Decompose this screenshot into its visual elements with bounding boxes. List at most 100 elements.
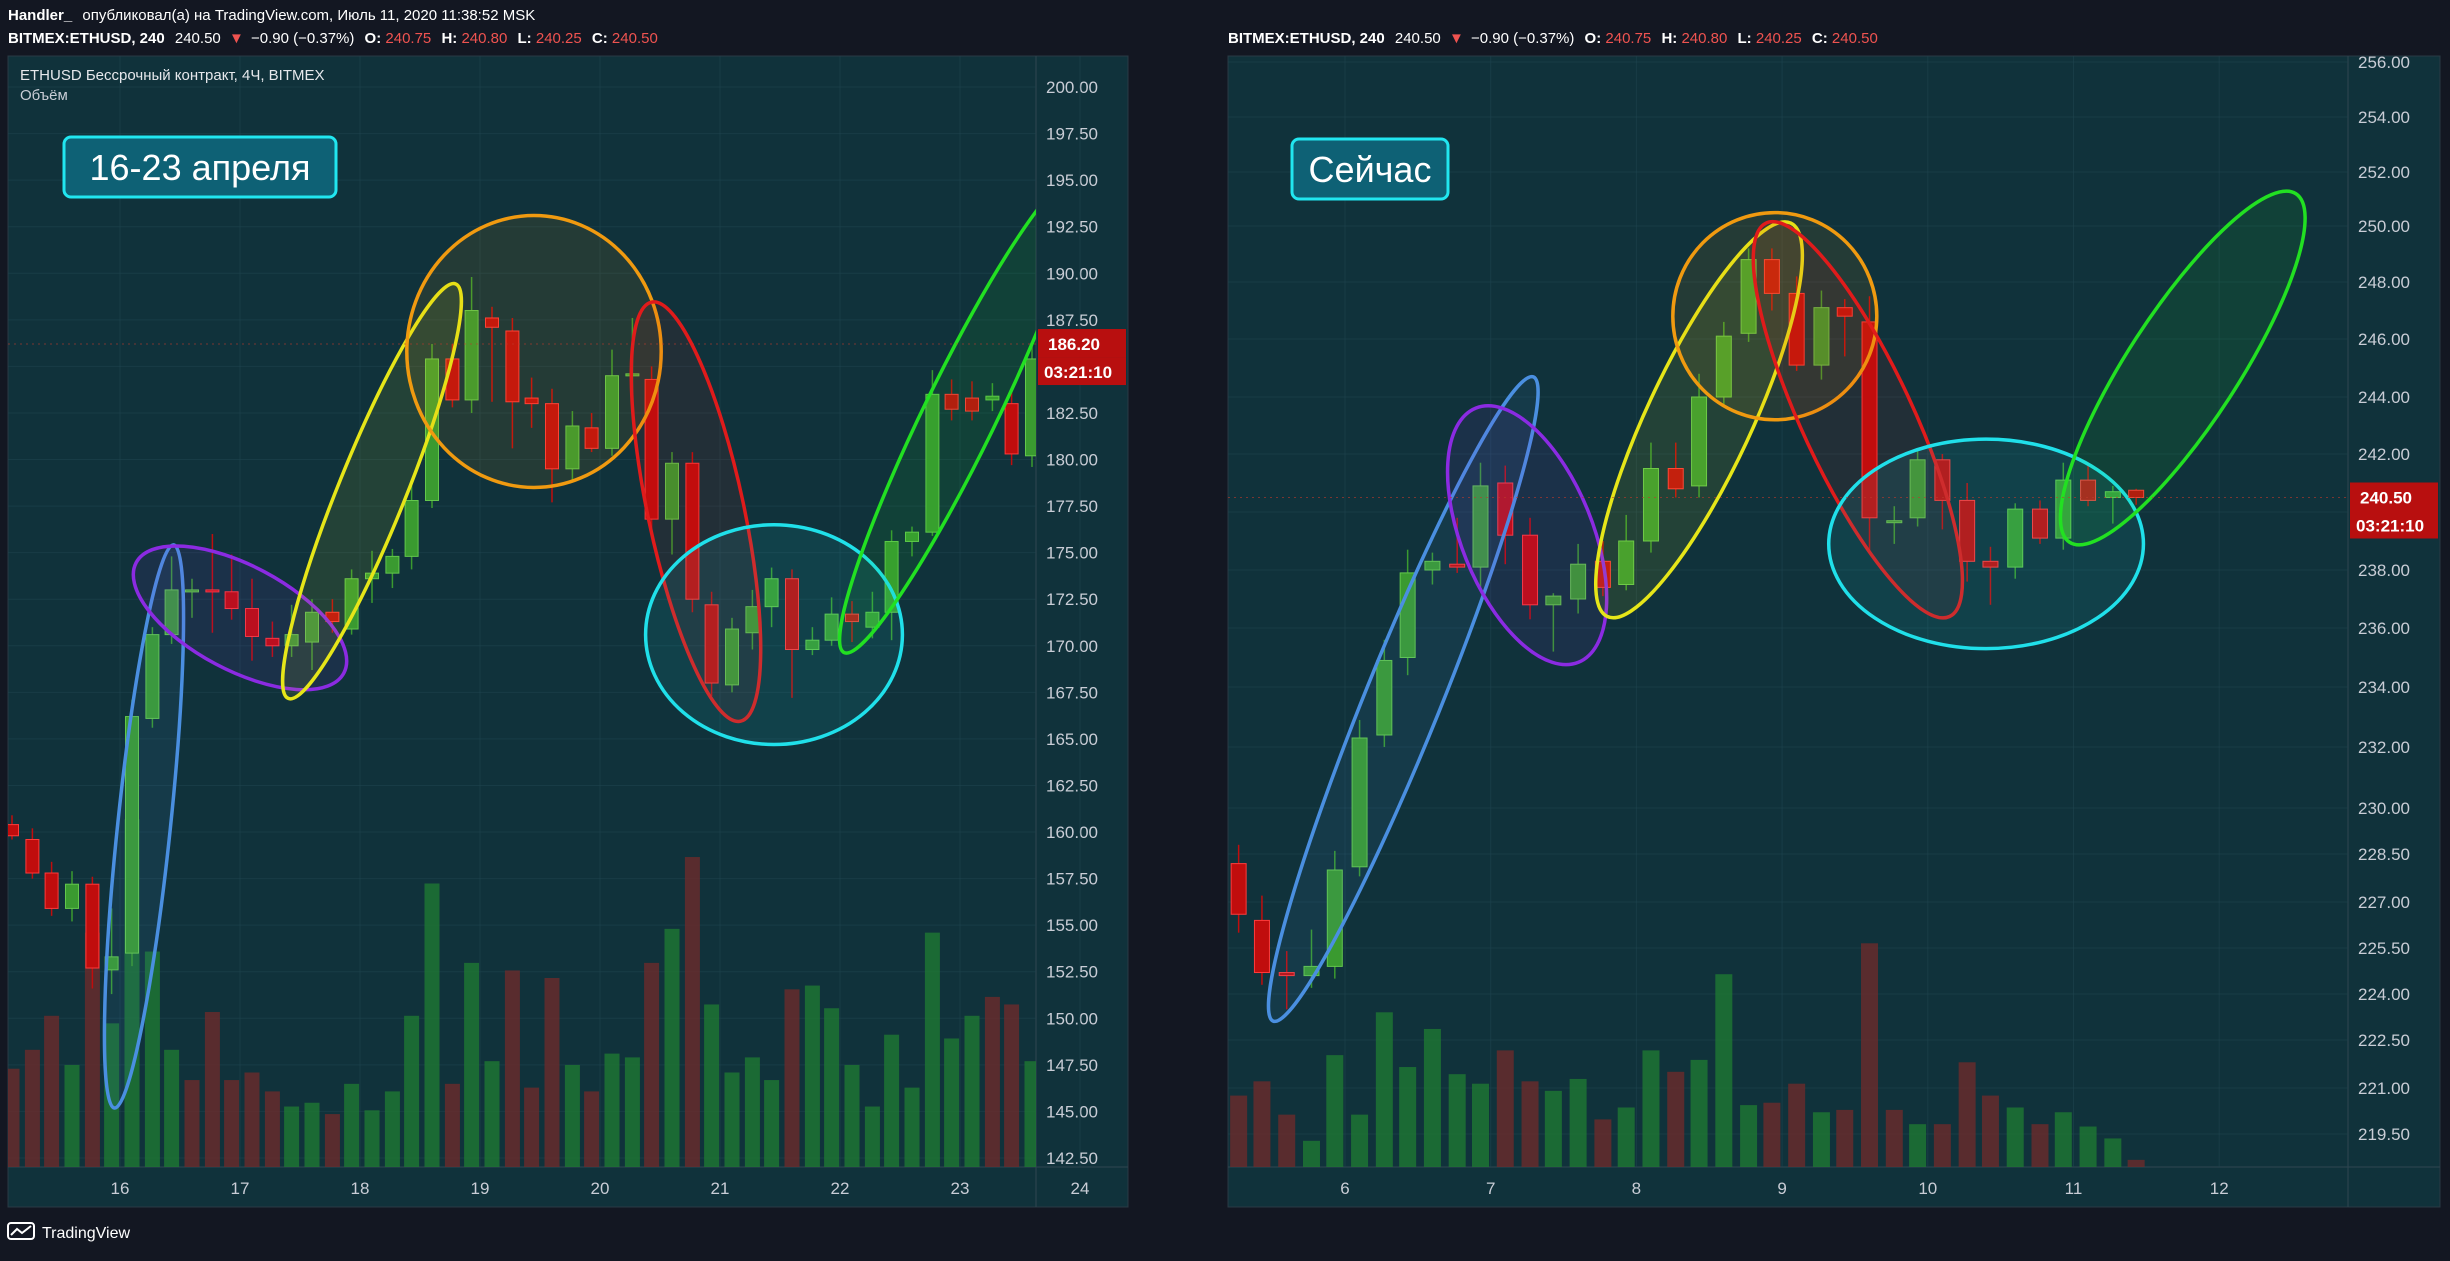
candle-body [65, 883, 79, 909]
candle [1522, 517, 1539, 620]
volume-bar [64, 1064, 80, 1167]
volume-bar [584, 1091, 600, 1167]
candle [925, 370, 940, 536]
ticker-line-right: BITMEX:ETHUSD, 240 240.50 ▼ −0.90 (−0.37… [1228, 30, 1878, 47]
x-tick-label: 21 [711, 1179, 730, 1198]
close-label: C: [592, 30, 608, 47]
price-tag-label: 240.50 [2360, 489, 2412, 508]
candle [1230, 844, 1247, 933]
candle [65, 871, 79, 922]
volume-bar [1690, 1059, 1708, 1167]
candle [404, 485, 419, 570]
candle [305, 599, 319, 670]
annotation-textbox: 16-23 апреля [62, 135, 338, 199]
annotation-ellipse [280, 281, 464, 701]
candle [905, 526, 919, 557]
candle [1813, 290, 1830, 380]
candle [245, 578, 259, 661]
y-tick-label: 221.00 [2358, 1079, 2410, 1098]
volume-bar [1642, 1050, 1660, 1167]
volume-bar [104, 1023, 120, 1167]
price-change: −0.90 (−0.37%) [1471, 30, 1574, 47]
volume-bar [1448, 1074, 1466, 1167]
candle [745, 589, 760, 650]
y-tick-label: 155.00 [1046, 916, 1098, 935]
candle-body [665, 462, 679, 520]
volume-bar [144, 951, 160, 1167]
volume-series [8, 819, 1036, 1167]
y-tick-label: 227.00 [2358, 893, 2410, 912]
volume-bar [1472, 1083, 1490, 1167]
candle-body [1025, 358, 1036, 457]
x-tick-label: 9 [1777, 1179, 1786, 1198]
triangle-down-icon: ▼ [1449, 30, 1464, 47]
volume-series [1230, 943, 2145, 1167]
y-tick-label: 150.00 [1046, 1009, 1098, 1028]
candle-body [845, 613, 859, 623]
annotation-ellipse [1266, 374, 1540, 1024]
candle-body [725, 628, 739, 686]
candle-body [1642, 468, 1659, 542]
candle [665, 452, 679, 555]
volume-bar [344, 1083, 360, 1167]
annotation-box [1290, 137, 1450, 201]
footer-brand[interactable]: TradingView [7, 1222, 130, 1242]
author-name[interactable]: Handler_ [8, 7, 73, 24]
candle-body [524, 397, 539, 405]
volume-bar [1594, 1119, 1612, 1167]
volume-bar [1004, 1004, 1020, 1167]
candle [464, 276, 479, 413]
volume-bar [164, 1049, 180, 1167]
candle-body [8, 824, 19, 837]
candle [1618, 514, 1635, 591]
countdown-tag-label: 03:21:10 [2356, 517, 2424, 536]
volume-bar [44, 1015, 60, 1167]
volume-bar [744, 1057, 760, 1167]
volume-bar [624, 1057, 640, 1167]
candle-body [2031, 508, 2048, 539]
y-tick-label: 225.50 [2358, 939, 2410, 958]
annotation-ellipse [629, 300, 763, 724]
volume-bar [1253, 1081, 1271, 1167]
candle-body [1522, 534, 1539, 606]
volume-bar [944, 1038, 960, 1167]
candle-body [505, 330, 520, 403]
candle-body [1909, 459, 1926, 519]
candle-body [1253, 919, 1270, 974]
x-tick-label: 20 [591, 1179, 610, 1198]
high-label: H: [1661, 30, 1677, 47]
candle [1146, 273, 1159, 348]
x-tick-label: 24 [1071, 1179, 1090, 1198]
chart-panel-right[interactable]: 256.00 254.00 252.00 250.00 248.00 246.00 244.… [1227, 53, 2441, 1208]
candle [944, 379, 959, 421]
y-tick-label: 167.50 [1046, 683, 1098, 702]
volume-bar [684, 857, 700, 1167]
y-tick-label: 180.00 [1046, 451, 1098, 470]
y-tick-label: 162.50 [1046, 776, 1098, 795]
volume-bar [444, 1083, 460, 1167]
chart-panel-left[interactable]: 200.00197.50195.00192.50190.00187.50185.… [5, 55, 1160, 1208]
volume-bar [304, 1102, 320, 1167]
candle-body [605, 375, 619, 449]
candle [85, 876, 100, 989]
candle [845, 601, 859, 643]
candle-body [1763, 259, 1780, 294]
candle-body [284, 634, 299, 647]
x-tick-label: 17 [231, 1179, 250, 1198]
candle [8, 815, 19, 840]
candle-body [1618, 540, 1635, 585]
volume-bar [204, 1012, 220, 1167]
y-tick-label: 248.00 [2358, 273, 2410, 292]
candle-body [685, 462, 700, 600]
volume-bar [1861, 943, 1879, 1167]
y-tick-label: 195.00 [1046, 171, 1098, 190]
candle-body [1146, 281, 1159, 344]
candle-body [205, 589, 220, 593]
candle-body [145, 634, 160, 719]
volume-bar [2079, 1126, 2097, 1167]
x-tick-label: 11 [2065, 1179, 2083, 1198]
x-tick-label: 6 [1340, 1179, 1349, 1198]
volume-bar [1763, 1102, 1781, 1167]
candle-body [584, 427, 599, 449]
